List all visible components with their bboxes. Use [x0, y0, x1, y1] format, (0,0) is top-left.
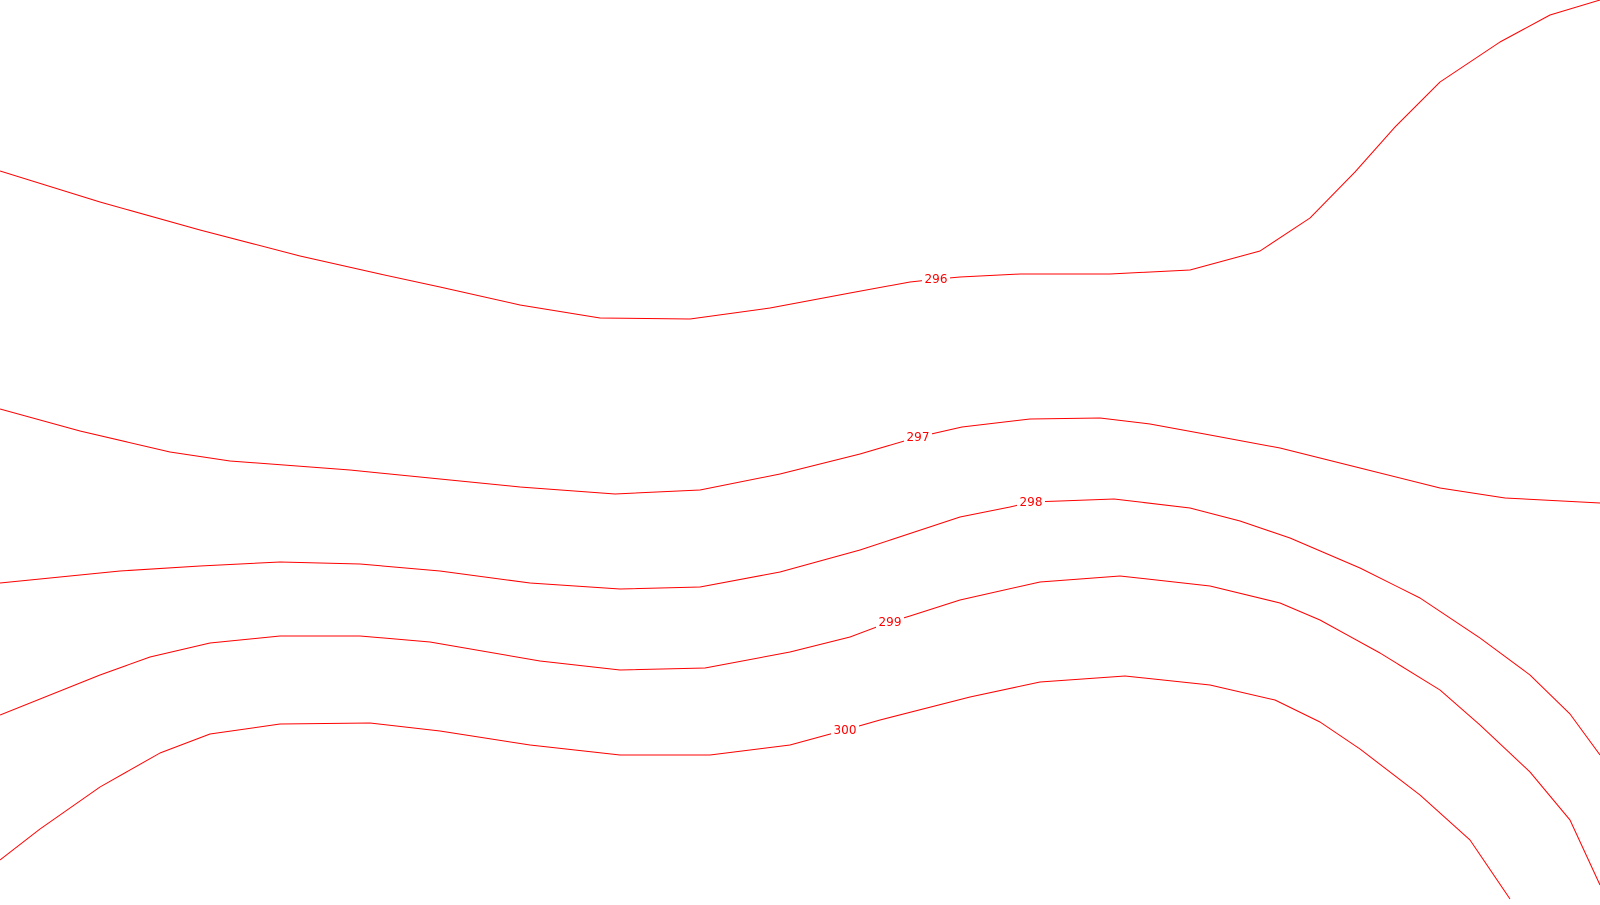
contour-line-300 — [0, 675, 1511, 900]
contour-line-299 — [0, 575, 1600, 886]
contour-label-299: 299 — [879, 615, 902, 629]
contour-299: 299 — [0, 575, 1600, 886]
contour-label-300: 300 — [834, 723, 857, 737]
contour-line-298 — [0, 498, 1600, 756]
contour-label-298: 298 — [1020, 495, 1043, 509]
contour-298: 298 — [0, 494, 1600, 756]
contour-label-297: 297 — [907, 430, 930, 444]
contour-line-297 — [0, 408, 1600, 504]
contour-300: 300 — [0, 675, 1511, 900]
contour-line-296 — [0, 0, 1600, 320]
contour-296: 296 — [0, 0, 1600, 320]
contour-label-296: 296 — [925, 272, 948, 286]
contour-297: 297 — [0, 408, 1600, 504]
